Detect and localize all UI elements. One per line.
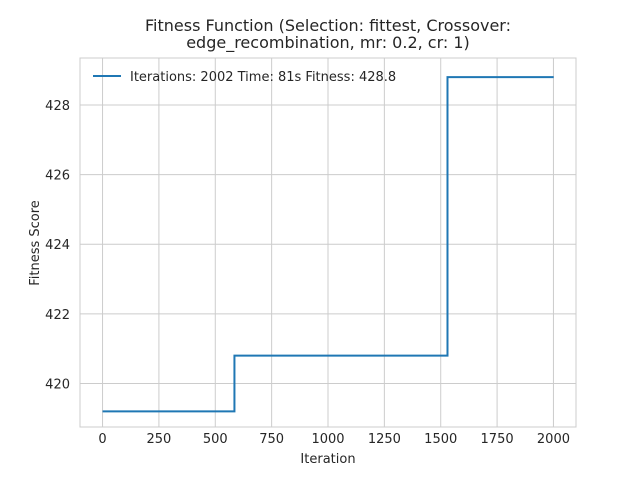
y-axis-label: Fitness Score — [28, 200, 43, 286]
legend-label: Iterations: 2002 Time: 81s Fitness: 428.… — [130, 70, 396, 85]
y-tick-label: 422 — [45, 308, 70, 323]
x-tick-label: 750 — [259, 432, 284, 447]
x-tick-label: 1000 — [311, 432, 344, 447]
x-tick-label: 250 — [146, 432, 171, 447]
x-tick-label: 1250 — [368, 432, 401, 447]
x-axis-label: Iteration — [300, 452, 355, 467]
y-tick-label: 428 — [45, 99, 70, 114]
x-tick-label: 2000 — [537, 432, 570, 447]
chart-title-line-2: edge_recombination, mr: 0.2, cr: 1) — [186, 33, 470, 53]
chart-title-line-1: Fitness Function (Selection: fittest, Cr… — [145, 16, 511, 35]
y-tick-label: 420 — [45, 377, 70, 392]
y-gridlines — [80, 104, 576, 384]
x-gridlines — [102, 58, 554, 427]
series-line — [102, 76, 554, 413]
x-tick-labels: 0 250 500 750 1000 1250 1500 1750 2000 — [98, 432, 570, 447]
legend: Iterations: 2002 Time: 81s Fitness: 428.… — [93, 70, 396, 85]
x-tick-label: 500 — [203, 432, 228, 447]
x-tick-label: 1500 — [424, 432, 457, 447]
plot-frame — [79, 57, 577, 428]
y-tick-labels: 420 422 424 426 428 — [45, 99, 70, 392]
y-tick-label: 426 — [45, 169, 70, 184]
series-layer — [102, 76, 554, 413]
y-tick-label: 424 — [45, 238, 70, 253]
x-tick-label: 0 — [98, 432, 106, 447]
x-tick-label: 1750 — [481, 432, 514, 447]
